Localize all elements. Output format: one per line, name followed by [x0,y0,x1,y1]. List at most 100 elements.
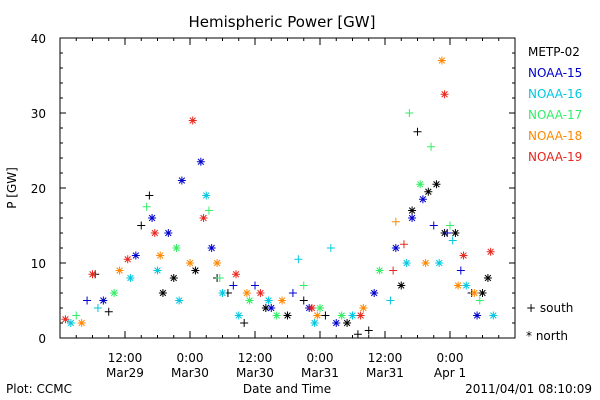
data-point [66,319,75,327]
data-point [397,281,406,290]
data-point [99,296,108,305]
data-point [316,304,324,312]
plot-timestamp: 2011/04/01 08:10:09 [465,382,592,396]
data-point [294,255,303,264]
data-point [456,266,465,275]
data-point [150,229,159,237]
data-point [343,319,352,327]
data-point [405,109,414,117]
marker-legend-item: + south [526,301,573,315]
data-point [489,311,498,320]
x-tick-date: Apr 1 [434,366,466,380]
data-point [386,296,395,305]
data-point [229,281,238,290]
legend-item: NOAA-18 [528,129,582,143]
data-point [413,127,422,136]
data-point [283,311,292,320]
data-point [427,142,436,151]
data-point [104,307,113,316]
legend-item: NOAA-19 [528,150,582,164]
data-point [435,259,444,267]
legend-item: NOAA-16 [528,87,582,101]
data-point [240,319,249,327]
y-tick-label: 20 [31,182,46,196]
data-point [175,296,184,305]
x-tick-time: 12:00 [368,351,403,365]
data-point [172,244,181,252]
data-point [234,311,243,320]
data-point [486,247,495,256]
plot-frame [59,37,516,339]
data-point [321,311,330,320]
data-point [443,229,452,237]
x-tick-time: 0:00 [307,351,334,365]
y-axis-ticks: 0 10 20 30 40 [31,32,515,346]
data-point [424,187,433,196]
legend: METP-02 NOAA-15 NOAA-16 NOAA-17 NOAA-18 NOAA-… [528,45,582,164]
data-point [196,157,205,166]
data-point [370,289,379,297]
data-point [364,326,373,335]
marker-legend: + south * north [526,301,573,343]
data-point [326,244,335,252]
y-tick-label: 40 [31,32,46,46]
data-point [391,217,400,226]
data-point [169,274,178,282]
data-point [126,274,135,282]
data-point [440,90,449,99]
data-point [408,214,417,222]
plot-credit: Plot: CCMC [6,382,72,396]
y-tick-label: 10 [31,257,46,271]
x-tick-date: Mar30 [171,366,209,380]
data-point [93,304,102,312]
y-tick-label: 30 [31,107,46,121]
data-point [483,274,492,282]
x-axis-label: Date and Time [243,382,331,396]
data-point [156,251,165,260]
data-point [137,221,146,230]
data-point [353,330,362,339]
data-point [153,266,162,275]
data-point [188,116,197,125]
data-point [207,244,216,252]
data-point [416,180,425,189]
data-point [164,229,173,237]
x-tick-time: 12:00 [108,351,143,365]
data-point [77,319,86,327]
data-point [267,304,276,312]
data-point [115,266,124,275]
data-point [278,296,287,305]
marker-legend-item: * north [526,329,568,343]
data-point [429,221,438,230]
data-point [337,311,346,320]
data-point [459,251,468,260]
legend-item: NOAA-15 [528,66,582,80]
legend-item: NOAA-17 [528,108,582,122]
data-point [299,296,308,305]
data-point [251,281,259,290]
data-point [399,240,408,249]
x-tick-date: Mar29 [106,366,144,380]
data-point [475,296,484,305]
data-point [177,176,186,185]
data-point [432,180,441,189]
data-point [245,296,254,305]
data-point [470,289,479,297]
data-point [454,281,463,290]
data-point [307,304,316,312]
chart-title: Hemispheric Power [GW] [189,13,376,31]
data-points [61,56,498,339]
data-point [478,289,487,297]
x-tick-time: 0:00 [437,351,464,365]
data-point [313,311,322,320]
data-point [446,221,454,230]
x-tick-time: 0:00 [177,351,204,365]
data-point [264,296,273,305]
data-point [215,274,224,282]
data-point [408,206,417,215]
data-point [437,56,446,65]
data-point [375,266,384,275]
data-point [299,281,308,290]
data-point [186,259,194,267]
data-point [145,191,154,200]
